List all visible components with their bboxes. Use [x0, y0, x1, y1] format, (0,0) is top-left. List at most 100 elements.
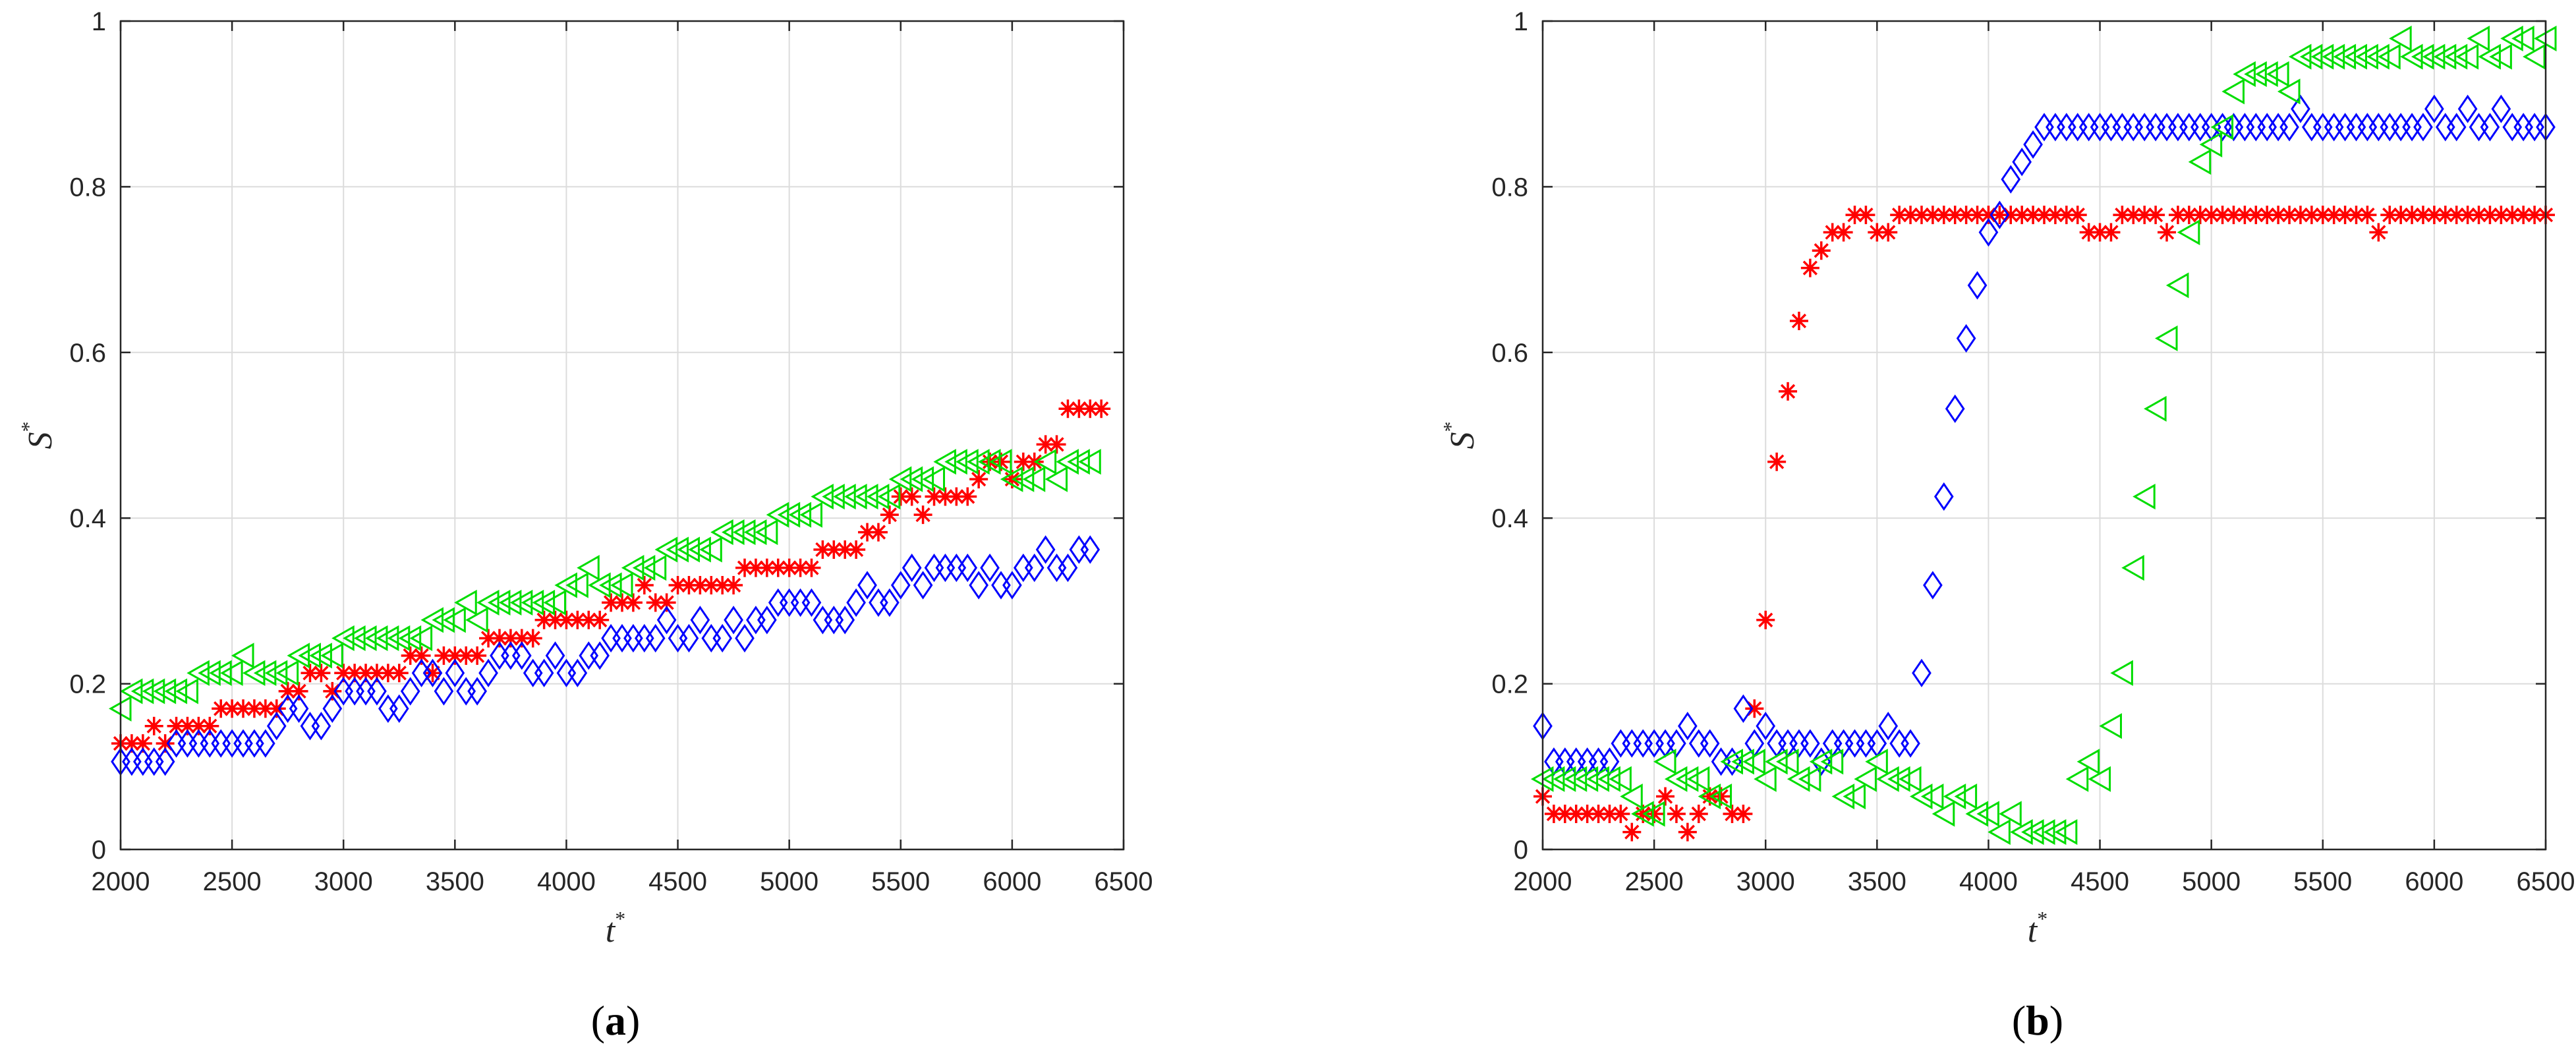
data-point — [991, 452, 1010, 471]
data-point — [2503, 206, 2522, 225]
data-point — [1678, 822, 1697, 842]
data-point — [376, 625, 399, 652]
data-point — [501, 629, 520, 648]
data-point — [866, 483, 890, 510]
data-point — [1787, 766, 1810, 792]
data-point — [1622, 822, 1642, 842]
data-point — [1081, 399, 1100, 418]
data-point — [422, 658, 443, 687]
data-point — [1988, 819, 2011, 846]
data-point — [579, 610, 598, 629]
data-point — [178, 716, 197, 735]
data-point — [253, 660, 277, 686]
data-point — [1067, 449, 1090, 475]
data-point — [1589, 804, 1608, 823]
data-point — [1058, 399, 1077, 418]
data-point — [423, 664, 442, 683]
data-point — [2221, 78, 2245, 105]
data-point — [1045, 466, 1068, 492]
data-point — [691, 576, 710, 595]
data-point — [2358, 206, 2377, 225]
data-point — [521, 589, 544, 616]
x-tick-label: 3500 — [426, 867, 484, 896]
data-point — [2491, 94, 2511, 123]
data-point — [2525, 206, 2544, 225]
data-point — [443, 607, 466, 633]
data-point — [1957, 206, 1976, 225]
data-point — [320, 643, 343, 669]
data-point — [1047, 435, 1066, 454]
data-point — [2378, 43, 2401, 70]
data-point — [956, 449, 979, 475]
data-point — [234, 699, 253, 718]
data-point — [1723, 804, 1742, 823]
y-tick-label: 0.6 — [1491, 339, 1528, 368]
data-point — [1968, 206, 1987, 225]
data-point — [1820, 749, 1844, 775]
data-point — [2024, 206, 2043, 225]
data-point — [1999, 801, 2022, 827]
data-point — [498, 589, 522, 616]
data-point — [1555, 804, 1574, 823]
x-tick-label: 4500 — [2071, 867, 2129, 896]
panel-label: (b) — [2012, 997, 2063, 1044]
data-point — [2144, 395, 2167, 422]
data-point — [357, 664, 376, 683]
data-point — [2310, 43, 2334, 70]
data-point — [1024, 553, 1045, 583]
data-point — [1578, 804, 1597, 823]
data-point — [144, 716, 163, 735]
data-point — [142, 678, 165, 704]
data-point — [256, 699, 275, 718]
data-point — [1653, 749, 1676, 775]
data-point — [468, 646, 487, 665]
data-point — [688, 536, 711, 563]
data-point — [836, 540, 855, 559]
data-point — [880, 505, 899, 525]
data-point — [724, 576, 743, 595]
data-point — [822, 483, 845, 510]
data-point — [944, 449, 967, 475]
data-point — [2391, 206, 2411, 225]
data-point — [2247, 206, 2266, 225]
x-tick-label: 6000 — [2405, 867, 2463, 896]
plot-area — [1543, 21, 2546, 849]
y-tick-label: 1 — [1514, 7, 1528, 36]
data-point — [844, 483, 867, 510]
data-point — [2400, 43, 2423, 70]
data-point — [1899, 766, 1922, 792]
x-tick-label: 3500 — [1848, 867, 1906, 896]
y-axis-label: S* — [16, 422, 59, 449]
data-point — [958, 553, 978, 583]
data-point — [791, 558, 810, 577]
data-point — [1678, 712, 1698, 741]
data-point — [1600, 804, 1619, 823]
data-point — [1834, 223, 1853, 242]
data-point — [1879, 223, 1898, 242]
chart-panel-b: 2000 2500 3000 3500 4000 4500 5000 5500 6000 6500… — [1439, 7, 2575, 1044]
data-point — [476, 589, 500, 616]
data-point — [1811, 747, 1831, 776]
data-point — [1945, 206, 1964, 225]
data-point — [911, 466, 934, 492]
data-point — [755, 519, 778, 546]
data-point — [666, 536, 689, 563]
data-point — [645, 623, 666, 653]
data-point — [1078, 449, 1101, 475]
data-point — [813, 540, 832, 559]
data-point — [1756, 610, 1775, 629]
data-point — [958, 487, 977, 506]
data-point — [2369, 223, 2388, 242]
data-point — [788, 502, 812, 528]
x-tick-label: 2000 — [92, 867, 150, 896]
data-point — [432, 607, 455, 633]
data-point — [623, 593, 643, 612]
data-point — [1865, 749, 1888, 775]
data-point — [967, 449, 990, 475]
data-point — [454, 589, 477, 616]
data-point — [2065, 766, 2089, 792]
data-point — [933, 449, 956, 475]
data-point — [2046, 206, 2065, 225]
data-point — [289, 694, 309, 723]
